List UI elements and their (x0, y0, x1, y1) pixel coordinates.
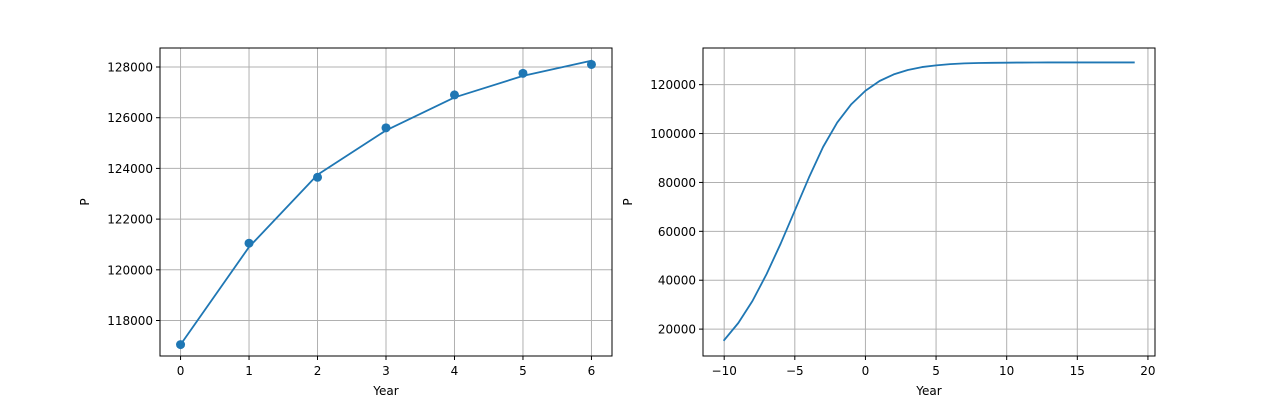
y-tick-label: 118000 (107, 314, 153, 328)
x-tick-label: 3 (382, 364, 390, 378)
y-tick-label: 128000 (107, 61, 153, 75)
y-tick-label: 20000 (658, 323, 696, 337)
x-tick-label: 10 (999, 364, 1014, 378)
data-point (313, 172, 323, 182)
x-axis-label: Year (372, 384, 398, 398)
y-tick-label: 122000 (107, 213, 153, 227)
series-line (179, 59, 593, 346)
y-tick-label: 60000 (658, 225, 696, 239)
y-axis-label: P (78, 198, 92, 205)
y-tick-label: 100000 (650, 127, 696, 141)
left-plot: 0 1 2 3 4 5 6 118000 120000 122000 124000 126000 128… (78, 47, 613, 398)
axes-frame (702, 47, 1156, 357)
x-tick-label: 4 (451, 364, 459, 378)
y-tick-label: 120000 (107, 263, 153, 277)
x-tick-label: 5 (519, 364, 527, 378)
x-tick-label: −5 (786, 364, 804, 378)
x-tick-label: 0 (177, 364, 185, 378)
x-tick-label: 6 (588, 364, 596, 378)
x-tick-label: 5 (932, 364, 940, 378)
x-axis-label: Year (915, 384, 941, 398)
series-line (722, 61, 1135, 342)
x-tick-label: 20 (1140, 364, 1155, 378)
data-point (586, 59, 596, 69)
y-axis-label: P (621, 198, 635, 205)
y-tick-label: 120000 (650, 78, 696, 92)
x-tick-label: −10 (712, 364, 737, 378)
y-tick-label: 124000 (107, 162, 153, 176)
x-tick-label: 2 (314, 364, 322, 378)
y-tick-label: 40000 (658, 274, 696, 288)
y-tick-label: 126000 (107, 111, 153, 125)
y-tick-label: 80000 (658, 176, 696, 190)
x-tick-label: 15 (1070, 364, 1085, 378)
right-plot: −10 −5 0 5 10 15 20 20000 40000 60000 80000 100000 1… (621, 47, 1156, 398)
x-tick-label: 1 (245, 364, 253, 378)
x-tick-label: 0 (862, 364, 870, 378)
